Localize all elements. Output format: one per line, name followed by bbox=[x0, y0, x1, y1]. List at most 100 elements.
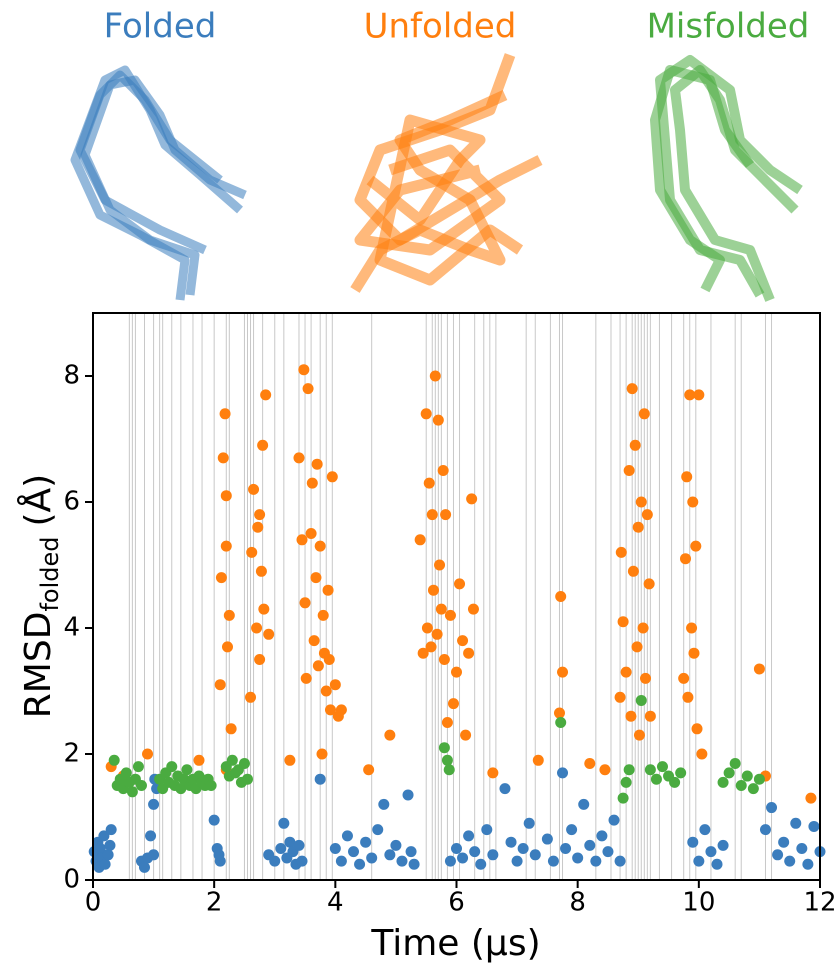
point bbox=[335, 855, 347, 867]
point bbox=[311, 458, 323, 470]
point bbox=[421, 622, 433, 634]
point bbox=[99, 858, 111, 870]
x-tick-label: 8 bbox=[569, 887, 586, 917]
point bbox=[553, 707, 565, 719]
point bbox=[802, 858, 814, 870]
point bbox=[615, 546, 627, 558]
point bbox=[753, 773, 765, 785]
point bbox=[293, 452, 305, 464]
point bbox=[296, 534, 308, 546]
point bbox=[440, 509, 452, 521]
y-tick-label: 0 bbox=[63, 865, 80, 895]
point bbox=[741, 770, 753, 782]
point bbox=[314, 773, 326, 785]
point bbox=[784, 855, 796, 867]
y-axis-label: RMSDfolded (Å) bbox=[16, 474, 64, 718]
point bbox=[305, 528, 317, 539]
point bbox=[354, 858, 366, 870]
point bbox=[284, 836, 296, 848]
point bbox=[723, 767, 735, 779]
point bbox=[275, 843, 287, 854]
y-tick-label: 4 bbox=[63, 613, 80, 643]
point bbox=[457, 635, 469, 647]
point bbox=[225, 723, 237, 735]
point bbox=[637, 622, 649, 634]
point bbox=[454, 578, 466, 590]
point bbox=[372, 824, 384, 836]
point bbox=[220, 540, 232, 552]
point bbox=[102, 849, 114, 861]
point bbox=[717, 776, 729, 788]
point bbox=[584, 839, 596, 851]
point bbox=[300, 672, 312, 684]
point bbox=[678, 672, 690, 684]
point bbox=[644, 710, 656, 722]
point bbox=[447, 698, 459, 710]
point bbox=[437, 465, 449, 476]
unfolded-structure bbox=[350, 53, 543, 293]
point bbox=[208, 814, 220, 826]
point bbox=[451, 843, 462, 854]
point bbox=[602, 846, 614, 858]
y-tick-label: 6 bbox=[63, 487, 80, 517]
point bbox=[523, 817, 535, 829]
point bbox=[254, 509, 266, 521]
point bbox=[417, 647, 429, 659]
point bbox=[778, 836, 790, 848]
point bbox=[626, 383, 638, 395]
point bbox=[384, 849, 396, 861]
point bbox=[217, 452, 229, 464]
point bbox=[363, 764, 375, 776]
point bbox=[541, 833, 553, 845]
point bbox=[246, 546, 258, 558]
point bbox=[322, 584, 334, 596]
point bbox=[425, 641, 437, 653]
point bbox=[572, 852, 584, 864]
point bbox=[248, 483, 260, 495]
point bbox=[213, 849, 225, 861]
point bbox=[684, 389, 696, 401]
point bbox=[314, 540, 326, 552]
point bbox=[366, 852, 378, 864]
point bbox=[432, 414, 444, 426]
point bbox=[104, 839, 116, 851]
point bbox=[735, 780, 747, 791]
point bbox=[608, 814, 620, 826]
point bbox=[557, 767, 569, 779]
point bbox=[348, 846, 360, 858]
point bbox=[687, 496, 699, 508]
y-axis-label-unit: (Å) bbox=[16, 474, 59, 527]
point bbox=[772, 849, 784, 861]
point bbox=[796, 843, 808, 854]
point bbox=[629, 439, 641, 451]
point bbox=[467, 603, 479, 615]
point bbox=[360, 836, 372, 848]
point bbox=[753, 663, 765, 675]
point bbox=[324, 704, 336, 716]
point bbox=[378, 798, 390, 810]
point bbox=[426, 509, 438, 521]
series-title: Unfolded bbox=[364, 7, 517, 47]
point bbox=[469, 846, 481, 858]
point bbox=[557, 666, 569, 678]
point bbox=[463, 830, 475, 842]
point bbox=[435, 603, 447, 615]
point bbox=[790, 817, 802, 829]
point bbox=[555, 591, 567, 602]
point bbox=[135, 780, 147, 791]
point bbox=[317, 609, 329, 621]
point bbox=[599, 764, 611, 776]
point bbox=[638, 408, 650, 420]
point bbox=[306, 477, 318, 489]
point bbox=[312, 660, 324, 672]
point bbox=[691, 723, 703, 735]
point bbox=[617, 792, 629, 804]
point bbox=[108, 754, 120, 766]
point bbox=[252, 521, 264, 533]
y-axis-label-main: RMSD bbox=[18, 612, 59, 719]
point bbox=[145, 830, 157, 842]
point bbox=[241, 773, 253, 785]
point bbox=[284, 754, 296, 766]
point bbox=[402, 789, 414, 801]
